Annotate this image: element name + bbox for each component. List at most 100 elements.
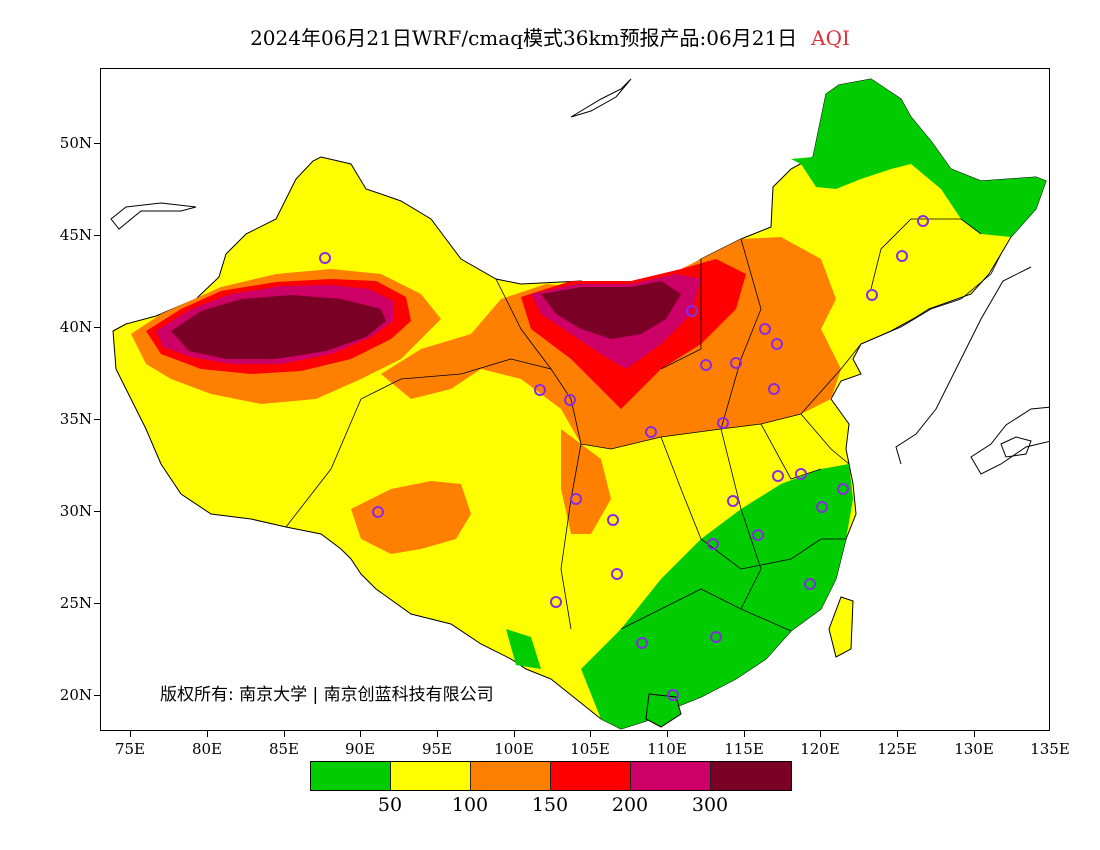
- lat-label: 45N: [59, 226, 92, 244]
- lat-label: 50N: [59, 134, 92, 152]
- japan-coast: [970, 406, 1049, 475]
- lon-tick: [590, 731, 591, 737]
- colorbar-swatch: [311, 762, 391, 790]
- lon-tick: [437, 731, 438, 737]
- map-title: 2024年06月21日WRF/cmaq模式36km预报产品:06月21日 AQI: [0, 22, 1100, 51]
- city-marker: [837, 483, 849, 495]
- colorbar-swatch: [631, 762, 711, 790]
- colorbar-label: 50: [377, 794, 403, 816]
- city-marker: [730, 357, 742, 369]
- city-marker: [896, 250, 908, 262]
- city-marker: [866, 289, 878, 301]
- province-boundaries: [285, 218, 1002, 632]
- city-markers: [319, 215, 929, 701]
- lon-label: 75E: [114, 740, 146, 758]
- lon-label: 130E: [954, 740, 994, 758]
- lon-label: 100E: [494, 740, 534, 758]
- lon-label: 105E: [570, 740, 610, 758]
- map-frame: [100, 68, 1050, 731]
- colorbar-label: 150: [531, 794, 569, 816]
- lon-label: 135E: [1030, 740, 1070, 758]
- lat-tick: [94, 327, 100, 328]
- city-marker: [816, 501, 828, 513]
- lon-tick: [820, 731, 821, 737]
- lon-label: 95E: [421, 740, 453, 758]
- aqi-region-green-south: [581, 464, 853, 729]
- lon-tick: [360, 731, 361, 737]
- lon-label: 110E: [647, 740, 687, 758]
- city-marker: [607, 514, 619, 526]
- hainan: [645, 693, 682, 728]
- lat-label: 30N: [59, 502, 92, 520]
- title-variable: AQI: [811, 26, 850, 50]
- city-marker: [550, 596, 562, 608]
- lon-tick: [514, 731, 515, 737]
- lon-label: 85E: [268, 740, 300, 758]
- city-marker: [564, 394, 576, 406]
- colorbar-swatch: [471, 762, 551, 790]
- city-marker: [667, 689, 679, 701]
- lon-tick: [897, 731, 898, 737]
- colorbar-label: 200: [611, 794, 649, 816]
- aqi-region-green-northeast: [791, 79, 1046, 237]
- city-marker: [372, 506, 384, 518]
- lat-tick: [94, 603, 100, 604]
- taiwan: [828, 596, 854, 658]
- aral-coast: [110, 202, 197, 230]
- city-marker: [717, 417, 729, 429]
- title-text: 2024年06月21日WRF/cmaq模式36km预报产品:06月21日: [250, 26, 798, 50]
- city-marker: [759, 323, 771, 335]
- aqi-map: [110, 78, 1049, 730]
- city-marker: [768, 383, 780, 395]
- lon-label: 125E: [877, 740, 917, 758]
- lon-tick: [974, 731, 975, 737]
- lon-label: 90E: [344, 740, 376, 758]
- lon-tick: [667, 731, 668, 737]
- lat-tick: [94, 419, 100, 420]
- lat-tick: [94, 235, 100, 236]
- colorbar-swatch: [711, 762, 791, 790]
- city-marker: [319, 252, 331, 264]
- colorbar-label: 100: [451, 794, 489, 816]
- city-marker: [727, 495, 739, 507]
- lat-tick: [94, 695, 100, 696]
- city-marker: [700, 359, 712, 371]
- lat-label: 35N: [59, 410, 92, 428]
- lon-tick: [744, 731, 745, 737]
- city-marker: [795, 468, 807, 480]
- lon-label: 120E: [800, 740, 840, 758]
- city-marker: [804, 578, 816, 590]
- city-marker: [771, 338, 783, 350]
- colorbar-swatch: [551, 762, 631, 790]
- city-marker: [636, 637, 648, 649]
- lon-tick: [284, 731, 285, 737]
- lat-label: 20N: [59, 686, 92, 704]
- city-marker: [707, 538, 719, 550]
- lat-label: 40N: [59, 318, 92, 336]
- city-marker: [534, 384, 546, 396]
- city-marker: [570, 493, 582, 505]
- lon-label: 115E: [724, 740, 764, 758]
- aqi-region-maroon-north: [541, 281, 681, 339]
- lat-label: 25N: [59, 594, 92, 612]
- colorbar-label: 300: [691, 794, 729, 816]
- aqi-region-orange-tibet: [351, 481, 471, 554]
- colorbar: [310, 761, 792, 791]
- lon-tick: [130, 731, 131, 737]
- lon-tick: [207, 731, 208, 737]
- copyright-notice: 版权所有: 南京大学 | 南京创蓝科技有限公司: [160, 685, 494, 705]
- city-marker: [686, 305, 698, 317]
- japan-island: [1000, 436, 1032, 458]
- sakhalin-coast: [570, 78, 632, 118]
- colorbar-swatch: [391, 762, 471, 790]
- aqi-region-orange-sichuan: [561, 429, 611, 534]
- city-marker: [645, 426, 657, 438]
- lat-tick: [94, 511, 100, 512]
- city-marker: [710, 631, 722, 643]
- aqi-region-green-southwest: [506, 629, 541, 669]
- city-marker: [611, 568, 623, 580]
- city-marker: [752, 529, 764, 541]
- aqi-region-maroon-tarim: [171, 295, 386, 359]
- korea-coast: [895, 266, 1032, 465]
- lat-tick: [94, 143, 100, 144]
